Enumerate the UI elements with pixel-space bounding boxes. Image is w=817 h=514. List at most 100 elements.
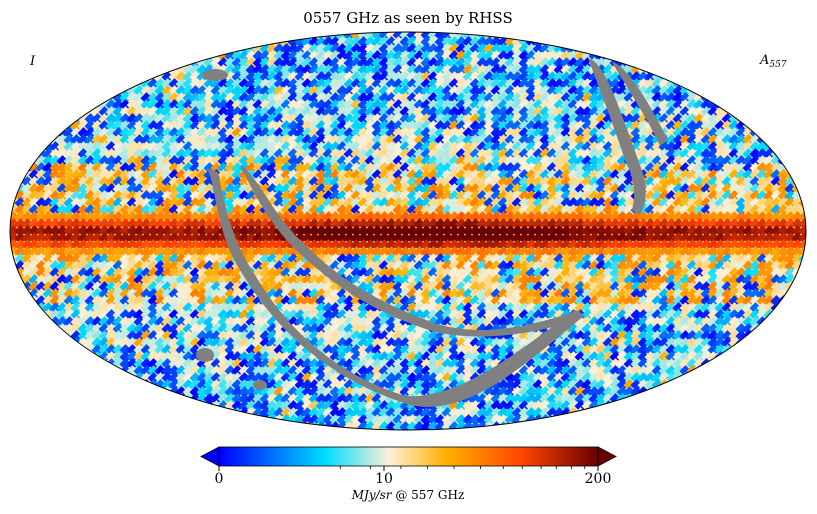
map-pixel: [560, 64, 573, 77]
map-pixel: [616, 85, 629, 98]
map-pixel: [588, 85, 601, 98]
map-pixel: [189, 92, 202, 105]
map-pixel: [245, 57, 258, 70]
component-label: A557: [759, 53, 787, 70]
map-pixel: [560, 113, 573, 126]
map-pixel: [777, 148, 790, 161]
map-pixel: [798, 281, 806, 294]
map-pixel: [147, 92, 160, 105]
map-pixel: [525, 106, 538, 119]
map-pixel: [238, 57, 251, 70]
map-pixel: [182, 71, 195, 84]
map-pixel: [189, 99, 202, 112]
map-pixel: [203, 57, 216, 70]
map-pixel: [602, 64, 615, 77]
map-pixel: [560, 106, 573, 119]
map-pixel: [616, 99, 629, 112]
map-pixel: [91, 113, 104, 126]
map-pixel: [217, 57, 230, 70]
map-pixel: [231, 57, 244, 70]
map-pixel: [686, 99, 699, 112]
map-pixel: [588, 92, 601, 105]
map-pixel: [224, 64, 237, 77]
map-pixel: [168, 71, 181, 84]
map-pixel: [707, 106, 720, 119]
map-pixel: [623, 113, 636, 126]
map-pixel: [196, 85, 209, 98]
map-pixel: [560, 71, 573, 84]
map-pixel: [154, 106, 167, 119]
map-pixel: [238, 113, 251, 126]
map-pixel: [196, 92, 209, 105]
map-pixel: [133, 92, 146, 105]
map-pixel: [511, 92, 524, 105]
map-pixel: [105, 99, 118, 112]
map-pixel: [546, 106, 559, 119]
map-pixel: [581, 85, 594, 98]
map-pixel: [161, 78, 174, 91]
map-pixel: [588, 99, 601, 112]
map-pixel: [532, 71, 545, 84]
map-pixel: [119, 113, 132, 126]
map-pixel: [168, 113, 181, 126]
map-pixel: [567, 92, 580, 105]
map-pixel: [210, 106, 223, 119]
map-pixel: [518, 71, 531, 84]
map-pixel: [532, 92, 545, 105]
map-pixel: [581, 113, 594, 126]
map-pixel: [574, 57, 587, 70]
map-pixel: [224, 92, 237, 105]
map-pixel: [679, 106, 692, 119]
map-pixel: [175, 99, 188, 112]
map-pixel: [203, 113, 216, 126]
map-pixel: [133, 85, 146, 98]
map-pixel: [238, 64, 251, 77]
map-pixel: [119, 106, 132, 119]
map-pixel: [665, 92, 678, 105]
map-pixel: [161, 99, 174, 112]
map-pixel: [224, 113, 237, 126]
map-pixel: [609, 71, 622, 84]
map-pixel: [203, 106, 216, 119]
map-pixel: [798, 274, 806, 287]
map-pixel: [553, 99, 566, 112]
map-pixel: [714, 113, 727, 126]
map-pixel: [784, 155, 797, 168]
map-pixel: [210, 92, 223, 105]
map-pixel: [665, 113, 678, 126]
map-pixel: [154, 85, 167, 98]
map-pixel: [175, 78, 188, 91]
map-pixel: [140, 113, 153, 126]
map-pixel: [539, 99, 552, 112]
map-pixel: [777, 302, 790, 315]
map-pixel: [161, 106, 174, 119]
map-pixel: [168, 106, 181, 119]
map-pixel: [567, 113, 580, 126]
map-pixel: [679, 379, 692, 392]
map-pixel: [189, 85, 202, 98]
chart-title: 0557 GHz as seen by RHSS: [303, 9, 512, 27]
map-pixel: [721, 113, 734, 126]
map-pixel: [791, 288, 804, 301]
map-pixel: [189, 64, 202, 77]
map-pixel: [644, 85, 657, 98]
map-pixel: [672, 379, 685, 392]
map-pixel: [672, 92, 685, 105]
map-pixel: [539, 92, 552, 105]
map-pixel: [679, 92, 692, 105]
component-label-sub: 557: [769, 60, 786, 70]
map-pixel: [546, 57, 559, 70]
map-pixel: [203, 99, 216, 112]
map-pixel: [742, 337, 755, 350]
map-pixel: [175, 85, 188, 98]
map-pixel: [217, 78, 230, 91]
map-pixel: [210, 78, 223, 91]
map-pixel: [595, 106, 608, 119]
map-pixel: [210, 57, 223, 70]
map-pixel: [567, 78, 580, 91]
map-pixel: [112, 106, 125, 119]
map-pixel: [693, 106, 706, 119]
map-pixel: [182, 92, 195, 105]
map-pixel: [581, 92, 594, 105]
map-pixel: [679, 113, 692, 126]
